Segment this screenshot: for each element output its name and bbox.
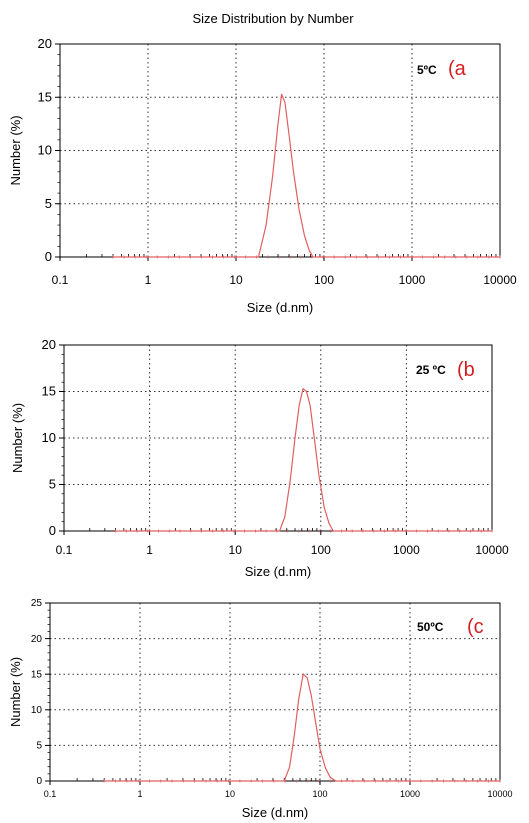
y-tick-label: 0 [49,523,56,538]
temperature-label: 5ºC [417,63,437,77]
x-tick-label: 10000 [483,273,517,287]
x-tick-label: 1 [137,789,142,799]
panel-label: (c [467,616,484,638]
x-axis-label: Size (d.nm) [242,805,308,820]
y-tick-label: 25 [31,598,43,609]
x-tick-label: 100 [312,789,327,799]
distribution-curve [113,93,500,258]
x-tick-labels: 0.1 1 10 100 1000 10000 [44,789,513,799]
y-tick-label: 20 [38,36,52,51]
figure-title: Size Distribution by Number [192,11,354,26]
y-tick-labels: 0 5 10 15 20 [38,36,52,264]
x-tick-label: 1000 [393,543,420,557]
x-tick-label: 10 [225,789,235,799]
distribution-curve [115,387,492,532]
y-tick-label: 15 [38,89,52,104]
x-tick-label: 1 [146,543,153,557]
y-tick-label: 15 [42,384,56,399]
x-tick-label: 10 [229,273,243,287]
x-tick-label: 1 [145,273,152,287]
y-tick-label: 15 [31,669,43,680]
x-axis-label: Size (d.nm) [245,564,311,579]
y-tick-labels: 0 5 10 15 20 25 [31,598,43,787]
y-axis-label: Number (%) [10,403,25,473]
y-tick-label: 0 [36,776,42,787]
x-tick-label: 10000 [475,543,509,557]
y-tick-label: 0 [45,249,52,264]
y-tick-label: 5 [45,196,52,211]
panel-label: (a [448,58,467,80]
y-axis-label: Number (%) [8,657,23,727]
chart-panel-c: 0.1 1 10 100 1000 10000 0 5 10 15 20 25 Size (d.nm… [8,598,513,820]
y-tick-label: 10 [31,705,43,716]
y-tick-label: 10 [42,430,56,445]
distribution-curve [104,673,500,782]
y-tick-label: 5 [36,741,42,752]
x-axis-label: Size (d.nm) [247,300,313,315]
y-axis-label: Number (%) [8,115,23,185]
x-tick-label: 100 [314,273,334,287]
panel-label: (b [457,359,475,381]
x-tick-label: 0.1 [56,543,73,557]
x-tick-label: 100 [311,543,331,557]
y-tick-label: 20 [42,337,56,352]
x-tick-label: 0.1 [44,789,57,799]
x-tick-labels: 0.1 1 10 100 1000 10000 [56,543,509,557]
temperature-label: 25 ºC [416,363,446,377]
x-tick-label: 1000 [400,789,420,799]
y-tick-labels: 0 5 10 15 20 [42,337,56,538]
x-tick-label: 10 [229,543,243,557]
x-tick-label: 1000 [399,273,426,287]
y-tick-label: 5 [49,477,56,492]
temperature-label: 50ºC [417,620,444,634]
y-tick-label: 10 [38,143,52,158]
x-tick-labels: 0.1 1 10 100 1000 10000 [52,273,517,287]
x-tick-label: 0.1 [52,273,69,287]
y-tick-label: 20 [31,634,43,645]
x-tick-label: 10000 [487,789,512,799]
